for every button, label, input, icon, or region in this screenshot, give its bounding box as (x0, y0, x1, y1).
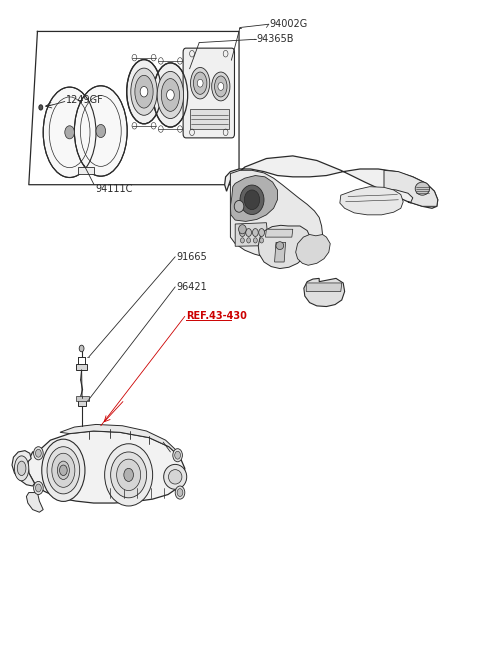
Polygon shape (28, 431, 185, 503)
Polygon shape (190, 109, 229, 129)
Ellipse shape (74, 86, 127, 176)
Circle shape (247, 238, 251, 243)
Ellipse shape (52, 453, 75, 487)
Text: 96421: 96421 (177, 282, 207, 292)
Ellipse shape (14, 456, 29, 481)
Ellipse shape (161, 79, 180, 111)
Ellipse shape (111, 452, 147, 498)
Ellipse shape (131, 68, 157, 115)
Polygon shape (76, 396, 89, 401)
Circle shape (36, 449, 41, 457)
Ellipse shape (164, 464, 187, 489)
Polygon shape (265, 229, 293, 237)
Circle shape (65, 126, 74, 139)
Ellipse shape (240, 185, 264, 215)
Circle shape (177, 489, 183, 496)
Polygon shape (12, 451, 35, 486)
Ellipse shape (58, 461, 69, 479)
Polygon shape (230, 170, 323, 259)
Text: REF.43-430: REF.43-430 (186, 311, 247, 322)
Circle shape (34, 447, 43, 460)
Ellipse shape (415, 182, 430, 195)
Circle shape (218, 83, 224, 90)
Polygon shape (384, 170, 438, 206)
Polygon shape (230, 176, 277, 221)
Ellipse shape (191, 67, 210, 99)
Ellipse shape (42, 440, 85, 502)
Polygon shape (235, 223, 268, 246)
Circle shape (260, 238, 264, 243)
Ellipse shape (47, 447, 80, 494)
Circle shape (173, 449, 182, 462)
Circle shape (246, 229, 252, 236)
Ellipse shape (127, 60, 161, 124)
Polygon shape (78, 398, 86, 406)
Circle shape (34, 481, 43, 495)
Ellipse shape (105, 444, 153, 506)
Circle shape (259, 229, 264, 236)
Polygon shape (306, 283, 342, 291)
Circle shape (124, 468, 133, 481)
Text: 94002G: 94002G (270, 19, 308, 29)
Ellipse shape (215, 76, 227, 97)
Circle shape (96, 124, 106, 138)
Polygon shape (275, 242, 286, 262)
Polygon shape (76, 364, 87, 370)
Circle shape (140, 86, 148, 97)
Ellipse shape (153, 63, 188, 127)
Ellipse shape (43, 87, 96, 178)
Ellipse shape (17, 461, 26, 476)
Circle shape (36, 484, 41, 492)
Text: 91665: 91665 (177, 252, 207, 262)
Polygon shape (340, 187, 403, 215)
Text: 94111C: 94111C (95, 183, 132, 194)
Circle shape (253, 238, 257, 243)
Polygon shape (78, 167, 94, 174)
Polygon shape (304, 278, 345, 307)
Ellipse shape (212, 72, 230, 101)
Circle shape (60, 465, 67, 476)
Ellipse shape (276, 242, 284, 250)
Circle shape (240, 229, 245, 236)
Ellipse shape (135, 75, 153, 108)
Ellipse shape (234, 200, 244, 212)
Ellipse shape (193, 72, 207, 94)
Ellipse shape (168, 470, 182, 484)
Text: 1249GF: 1249GF (66, 94, 104, 105)
Polygon shape (296, 234, 330, 265)
Polygon shape (258, 225, 311, 269)
Ellipse shape (157, 71, 183, 119)
Circle shape (167, 90, 174, 100)
Ellipse shape (239, 225, 246, 234)
Ellipse shape (244, 190, 260, 210)
Circle shape (175, 486, 185, 499)
Ellipse shape (117, 459, 141, 491)
FancyBboxPatch shape (183, 48, 234, 138)
Circle shape (39, 105, 43, 110)
Polygon shape (26, 493, 43, 512)
Polygon shape (225, 156, 438, 208)
Circle shape (240, 238, 244, 243)
Circle shape (197, 79, 203, 87)
Circle shape (175, 451, 180, 459)
Text: 94365B: 94365B (257, 34, 294, 45)
Polygon shape (60, 424, 180, 457)
Circle shape (252, 229, 258, 236)
Circle shape (79, 345, 84, 352)
